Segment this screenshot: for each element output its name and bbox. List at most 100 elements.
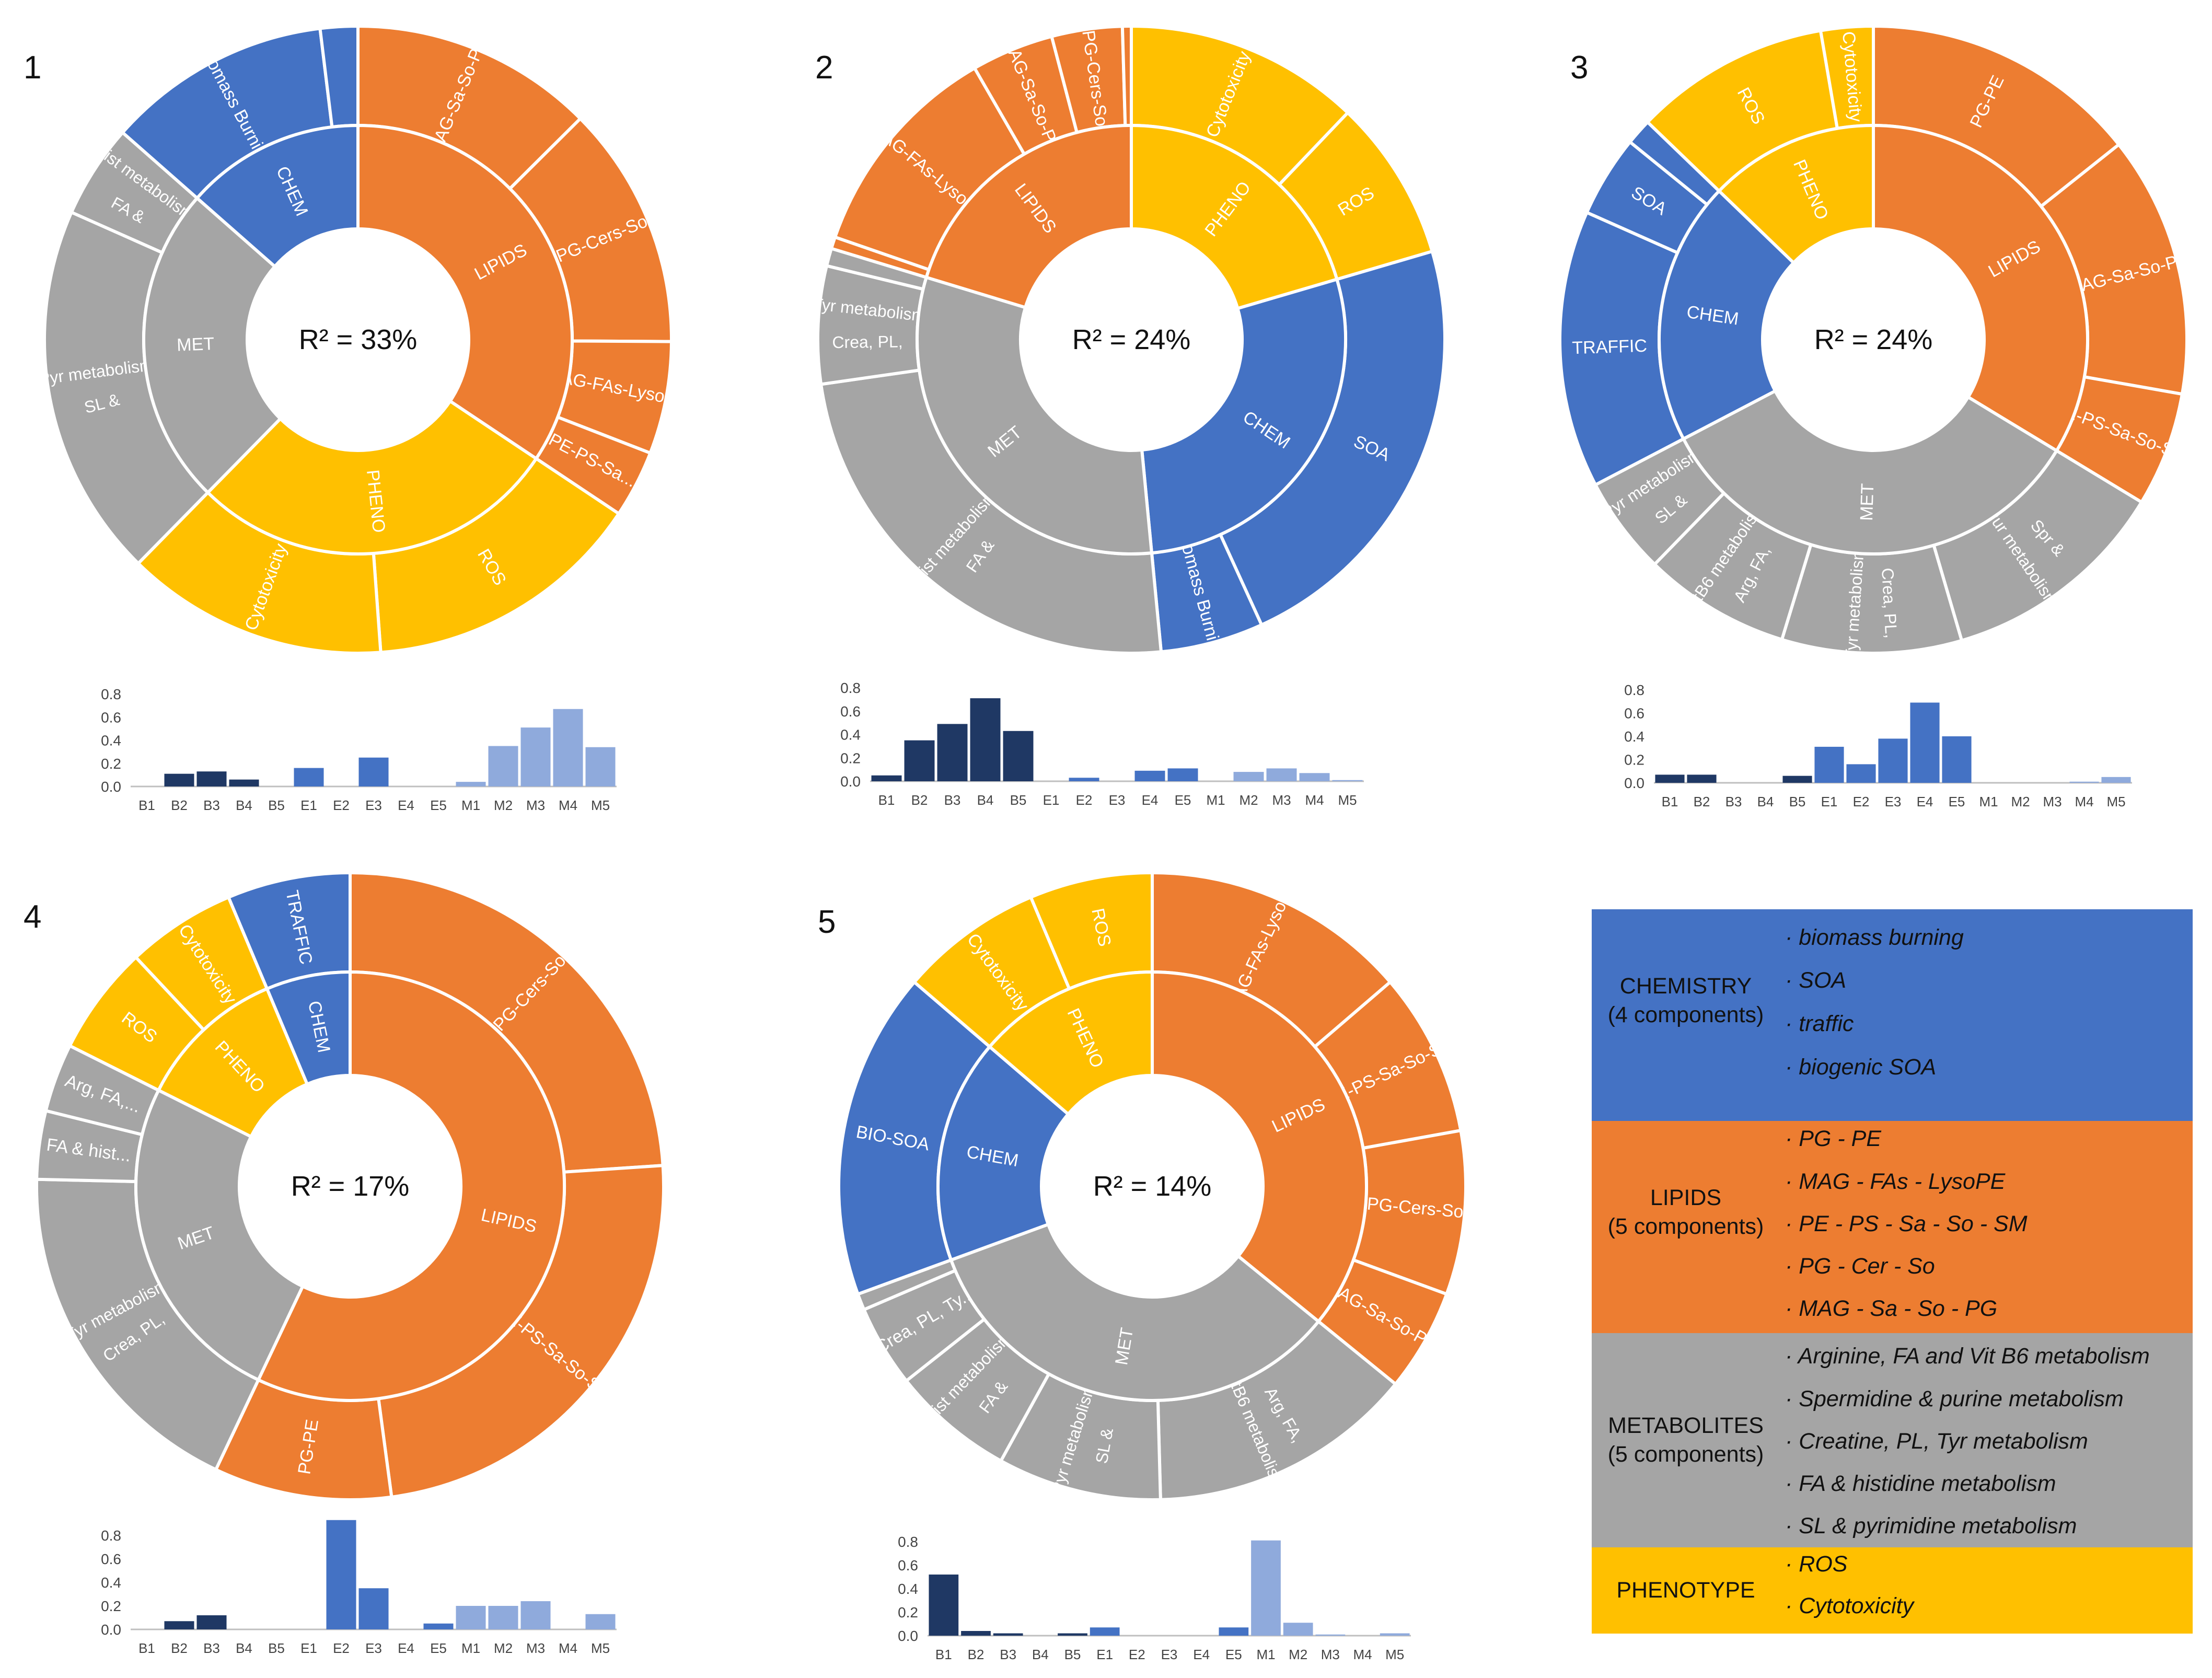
- legend-row-phenotype: PHENOTYPE · ROS · Cytotoxicity: [1592, 1547, 2193, 1634]
- bar-e2: [1846, 764, 1876, 783]
- bar-chart-4: 0.8 0.6 0.4 0.2 0.0 B1 B2 B3 B4 B5 E1 E2 E3 E4 E5 M1 M2 M…: [101, 1520, 617, 1656]
- x-tick-label: B4: [977, 792, 994, 808]
- outer-segment-blank: [1120, 24, 1133, 128]
- y-tick-label: 0.8: [101, 686, 121, 702]
- x-tick-label: M3: [1272, 792, 1291, 808]
- x-tick-label: B5: [1010, 792, 1027, 808]
- bar-e4: [1134, 770, 1165, 781]
- legend-heading-line: (5 components): [1607, 1442, 1764, 1467]
- x-tick-label: E2: [333, 1640, 350, 1656]
- x-tick-label: E3: [1109, 792, 1126, 808]
- bar-e2: [1069, 778, 1099, 781]
- panel-number: 1: [24, 50, 41, 86]
- x-tick-label: M1: [461, 1640, 480, 1656]
- sunburst-panel-3: 3PG-PEMAG-Sa-So-PGPE-PS-Sa-So-SMLIPIDSSp…: [1558, 24, 2193, 660]
- x-tick-label: E3: [365, 797, 382, 813]
- bar-b2: [164, 1621, 194, 1629]
- sunburst-panel-4: 4PG-Cers-SoPE-PS-Sa-So-SMPG-PELIPIDSCrea…: [24, 871, 666, 1501]
- x-tick-label: B4: [1032, 1647, 1049, 1662]
- y-tick-label: 0.0: [1624, 775, 1644, 791]
- bar-e2: [326, 1520, 356, 1629]
- x-tick-label: E4: [1142, 792, 1159, 808]
- center-hole: [1763, 229, 1984, 450]
- x-tick-label: B4: [236, 1640, 252, 1656]
- bar-b2: [164, 773, 194, 786]
- outer-segment-label: Crea, PL,: [1878, 568, 1901, 639]
- x-tick-label: E5: [430, 797, 447, 813]
- legend-item: · PE - PS - Sa - So - SM: [1785, 1211, 2028, 1236]
- bar-m2: [488, 1606, 518, 1629]
- bar-e1: [294, 768, 324, 786]
- bar-b1: [871, 775, 902, 781]
- bar-b5: [1782, 776, 1812, 783]
- x-tick-label: B3: [203, 1640, 220, 1656]
- bar-e5: [1219, 1627, 1249, 1636]
- panel-number: 2: [815, 50, 833, 86]
- panel-number: 3: [1570, 50, 1588, 86]
- bar-e3: [1878, 738, 1908, 783]
- y-tick-label: 0.8: [1624, 682, 1644, 698]
- x-tick-label: M1: [1979, 794, 1998, 809]
- x-tick-label: B4: [1757, 794, 1774, 809]
- inner-segment-label: MET: [1857, 483, 1878, 521]
- legend-item: · Creatine, PL, Tyr metabolism: [1785, 1429, 2088, 1454]
- x-tick-label: B1: [138, 1640, 155, 1656]
- bar-m1: [1251, 1540, 1281, 1636]
- bar-m2: [1283, 1623, 1313, 1636]
- x-tick-label: M5: [591, 1640, 610, 1656]
- legend-heading-line: (5 components): [1607, 1214, 1764, 1239]
- bar-m5: [1332, 780, 1363, 781]
- bar-m3: [1266, 768, 1297, 781]
- bar-e1: [1814, 747, 1844, 783]
- x-tick-label: M5: [2106, 794, 2125, 809]
- legend-heading-line: (4 components): [1607, 1002, 1764, 1027]
- bar-b3: [196, 1615, 227, 1629]
- center-label: R² = 17%: [291, 1171, 410, 1202]
- x-tick-label: B5: [1064, 1647, 1081, 1662]
- bar-chart-2: 0.8 0.6 0.4 0.2 0.0 B1 B2 B3 B4 B5 E1 E2 E3 E4 E5 M1 M2 M…: [840, 680, 1364, 808]
- y-tick-label: 0.8: [898, 1534, 918, 1550]
- x-tick-label: B2: [171, 1640, 188, 1656]
- x-tick-label: M1: [1206, 792, 1225, 808]
- outer-segment-label: Crea, PL,: [832, 332, 903, 352]
- y-tick-label: 0.4: [101, 733, 121, 749]
- center-label: R² = 24%: [1072, 324, 1191, 355]
- bar-b1: [929, 1575, 959, 1636]
- x-tick-label: E4: [398, 797, 414, 813]
- x-tick-label: E3: [1885, 794, 1902, 809]
- legend-item: · traffic: [1785, 1011, 1854, 1036]
- x-tick-label: B1: [935, 1647, 952, 1662]
- legend-item: · PG - PE: [1785, 1126, 1881, 1151]
- legend-row-metabolites: METABOLITES (5 components) · Arginine, F…: [1592, 1333, 2193, 1547]
- x-tick-label: M3: [526, 797, 545, 813]
- legend-row-chemistry: CHEMISTRY (4 components) · biomass burni…: [1592, 909, 2193, 1121]
- bar-chart-3: 0.8 0.6 0.4 0.2 0.0 B1 B2 B3 B4 B5 E1 E2 E3 E4 E5 M1 M2 M…: [1624, 682, 2132, 809]
- y-tick-label: 0.6: [101, 1551, 121, 1567]
- inner-segment-label: MET: [177, 334, 215, 355]
- x-tick-label: E4: [398, 1640, 414, 1656]
- center-hole: [247, 229, 469, 450]
- x-tick-label: M2: [1289, 1647, 1307, 1662]
- y-tick-label: 0.0: [101, 1622, 121, 1638]
- center-label: R² = 24%: [1814, 324, 1933, 355]
- bar-b4: [970, 698, 1001, 781]
- bar-b4: [229, 779, 259, 786]
- x-tick-label: E2: [1853, 794, 1870, 809]
- legend-row-lipids: LIPIDS (5 components) · PG - PE · MAG - …: [1592, 1121, 2193, 1333]
- x-tick-label: B5: [268, 797, 285, 813]
- legend-item: · Arginine, FA and Vit B6 metabolism: [1785, 1344, 2150, 1369]
- y-tick-label: 0.6: [898, 1557, 918, 1573]
- x-tick-label: B2: [911, 792, 928, 808]
- panel-number: 4: [24, 899, 41, 935]
- bar-chart-1: 0.8 0.6 0.4 0.2 0.0 B1 B2 B3 B4 B5 E1 E2 E3 E4 E5 M1 M2 M…: [101, 686, 617, 813]
- x-tick-label: E4: [1193, 1647, 1210, 1662]
- x-tick-label: B3: [1000, 1647, 1016, 1662]
- bar-e3: [358, 757, 389, 786]
- bar-m3: [520, 1601, 551, 1629]
- bar-e4: [1910, 702, 1940, 783]
- x-tick-label: B1: [878, 792, 895, 808]
- bar-e1: [1090, 1627, 1120, 1636]
- bar-m2: [488, 746, 518, 786]
- x-tick-label: M5: [1385, 1647, 1404, 1662]
- x-tick-label: E5: [430, 1640, 447, 1656]
